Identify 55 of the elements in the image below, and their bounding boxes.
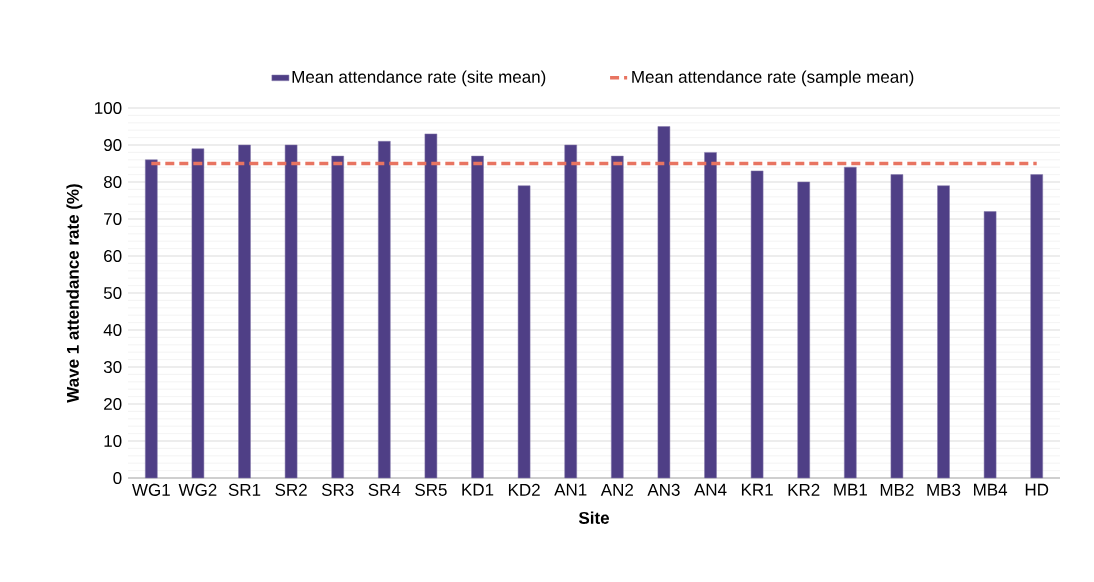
bar <box>890 174 904 479</box>
x-tick-label: MB4 <box>974 483 1008 496</box>
x-tick-label: KR2 <box>788 483 820 496</box>
bar <box>471 155 484 479</box>
y-tick-label: 40 <box>103 323 122 337</box>
y-tick-label: 10 <box>104 434 122 448</box>
x-tick-label: MB2 <box>880 483 914 496</box>
x-tick-label: WG1 <box>132 483 170 496</box>
y-tick-label: 70 <box>104 212 122 226</box>
bar <box>704 152 717 479</box>
x-tick-label: KR1 <box>741 483 773 496</box>
y-tick-label: 20 <box>104 397 122 411</box>
y-tick-label: 100 <box>95 101 122 115</box>
bar <box>378 141 391 479</box>
x-tick-label: AN2 <box>600 483 633 496</box>
bar <box>284 144 298 479</box>
bar <box>750 170 764 479</box>
x-tick-label: SR1 <box>228 483 261 496</box>
x-tick-label: KD2 <box>508 483 540 496</box>
bar <box>611 155 624 479</box>
bar <box>331 155 344 479</box>
y-tick-label: 80 <box>103 175 122 189</box>
y-tick-label: 60 <box>104 249 122 263</box>
x-tick-label: AN4 <box>694 483 727 496</box>
x-tick-label: MB1 <box>834 483 867 496</box>
legend-label: Mean attendance rate (site mean) <box>292 70 546 87</box>
bar <box>424 133 438 479</box>
bar <box>657 126 671 479</box>
x-tick-label: AN3 <box>647 483 680 496</box>
x-tick-label: SR3 <box>321 483 354 496</box>
bar <box>564 144 577 479</box>
x-tick-label: AN1 <box>554 483 587 496</box>
bar <box>937 185 950 479</box>
x-axis-title: Site <box>578 511 610 524</box>
y-tick-label: 0 <box>113 471 122 485</box>
y-axis-title: Wave 1 attendance rate (%) <box>66 184 83 403</box>
bar <box>844 166 857 479</box>
bar <box>517 185 531 479</box>
x-tick-label: SR5 <box>415 483 447 496</box>
bar <box>797 181 810 479</box>
bar <box>1030 174 1043 479</box>
y-tick-label: 30 <box>103 360 122 374</box>
x-tick-label: SR4 <box>368 483 401 496</box>
bar <box>191 148 205 479</box>
x-tick-label: MB3 <box>927 483 961 496</box>
y-tick-label: 90 <box>104 138 122 152</box>
x-tick-label: WG2 <box>178 483 217 496</box>
x-tick-label: KD1 <box>462 483 494 496</box>
bar <box>145 159 158 479</box>
bar <box>983 211 997 479</box>
x-tick-label: SR2 <box>275 483 307 496</box>
y-tick-label: 50 <box>103 286 122 300</box>
legend-label: Mean attendance rate (sample mean) <box>632 70 914 87</box>
x-tick-label: HD <box>1025 483 1049 496</box>
bar <box>238 144 251 479</box>
